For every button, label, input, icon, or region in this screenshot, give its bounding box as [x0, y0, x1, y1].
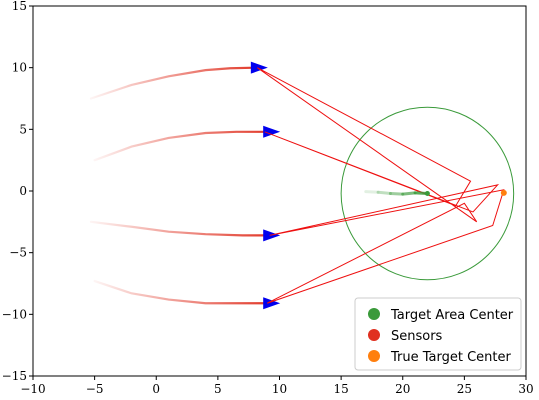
x-tick-label: 20 — [395, 382, 410, 396]
target-area-track-segment — [388, 191, 405, 196]
y-tick-label: −15 — [2, 369, 27, 383]
target-area-track-segment — [376, 190, 392, 195]
sensor-arrow-2 — [263, 125, 281, 138]
x-tick-label: 5 — [214, 382, 222, 396]
sensor-arrow-1 — [250, 61, 268, 74]
x-tick-label: 30 — [518, 382, 533, 396]
target-area-circle — [340, 106, 515, 281]
x-tick-label: 10 — [272, 382, 287, 396]
target-area-track-segment — [364, 190, 380, 194]
legend-marker — [368, 350, 380, 362]
y-tick-label: 10 — [12, 61, 27, 75]
true-target-center-point — [500, 189, 507, 196]
sensor-arrow-4 — [263, 297, 281, 310]
x-tick-label: −5 — [86, 382, 104, 396]
legend-box — [354, 297, 522, 371]
y-tick-label: −5 — [9, 246, 27, 260]
sensor-trail-4 — [93, 279, 269, 305]
sensor-trail-3 — [89, 220, 269, 237]
target-area-center-point — [424, 190, 430, 196]
sensor-trail-2 — [93, 130, 269, 162]
sensor-trail-1 — [89, 66, 256, 100]
legend-marker — [368, 329, 380, 341]
y-tick-label: 0 — [19, 184, 27, 198]
legend: Target Area Center Sensors True Target Ce… — [354, 297, 522, 371]
target-area-track-segment — [401, 191, 417, 196]
legend-label: True Target Center — [390, 350, 512, 365]
legend-marker — [368, 308, 380, 320]
y-tick-label: 15 — [12, 0, 27, 13]
x-tick-label: 25 — [457, 382, 472, 396]
x-tick-label: −10 — [20, 382, 45, 396]
y-tick-label: 5 — [19, 122, 27, 136]
legend-label: Sensors — [391, 329, 443, 344]
x-tick-label: 15 — [333, 382, 348, 396]
beam-path — [257, 67, 505, 304]
legend-label: Target Area Center — [390, 308, 514, 323]
x-tick-label: 0 — [152, 382, 160, 396]
y-tick-label: −10 — [2, 307, 27, 321]
